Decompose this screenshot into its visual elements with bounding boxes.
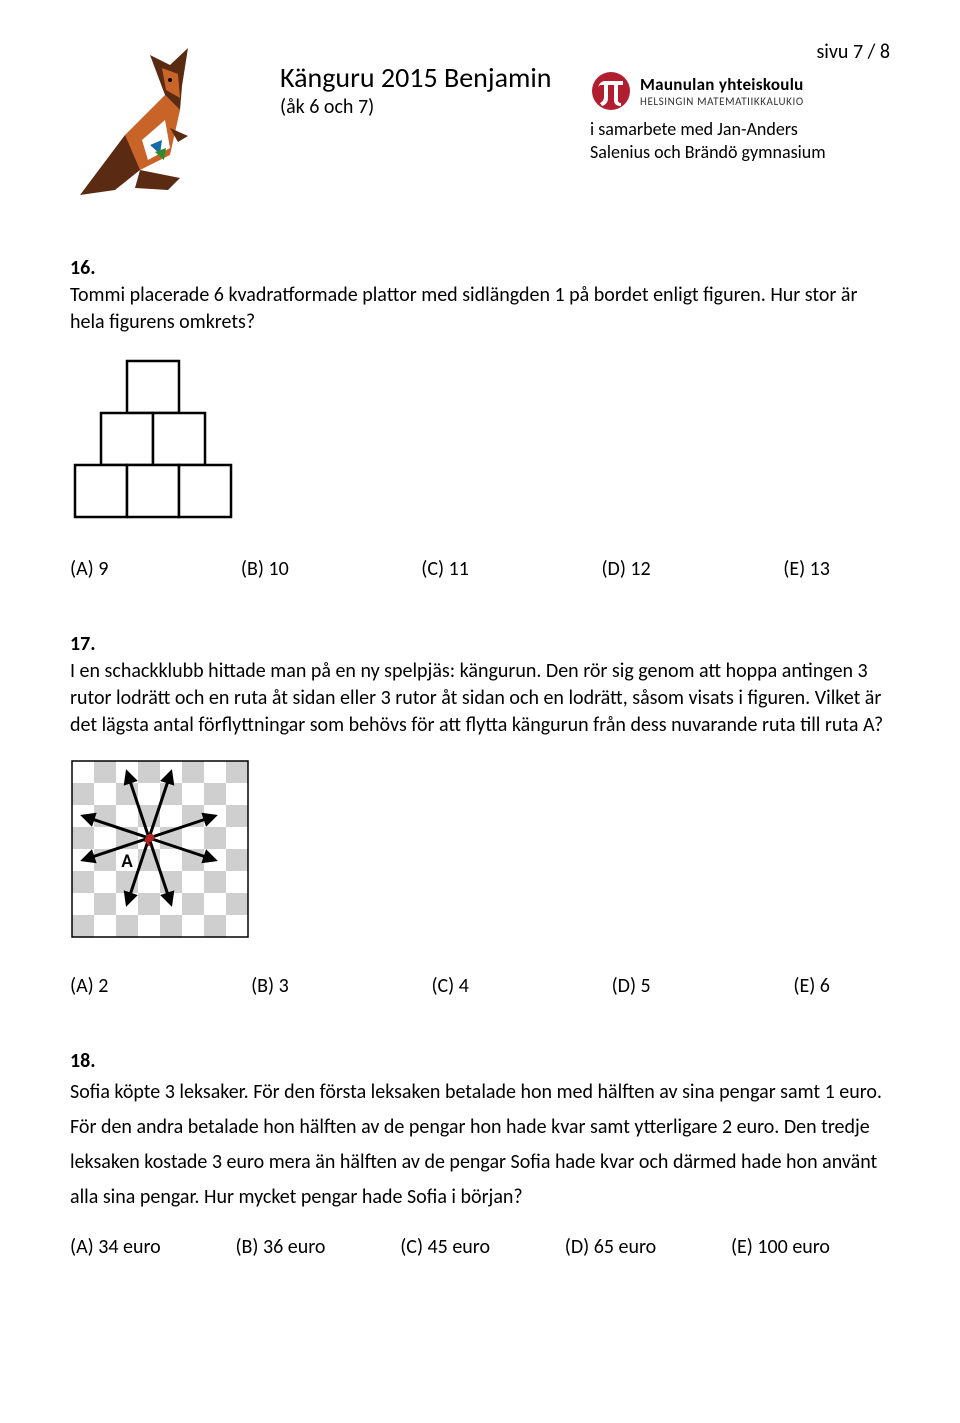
q16-opt-d: (D) 12 [601,557,650,581]
q17-num: 17. [70,631,890,658]
q17-opt-a: (A) 2 [70,974,108,998]
squares-icon [70,356,236,522]
kangaroo-icon [70,40,210,200]
q16-opt-c: (C) 11 [421,557,469,581]
q17-opt-b: (B) 3 [251,974,289,998]
q17: 17. I en schackklubb hittade man på en n… [70,631,890,739]
q16-opt-e: (E) 13 [783,557,830,581]
q16-figure [70,356,890,527]
q18-text: Sofia köpte 3 leksaker. För den första l… [70,1075,890,1215]
school-name: Maunulan yhteiskoulu [640,74,804,95]
q16-text: Tommi placerade 6 kvadratformade plattor… [70,282,890,336]
kangaroo-logo [70,40,210,205]
q18-opt-d: (D) 65 euro [565,1235,656,1259]
q18-opt-b: (B) 36 euro [235,1235,325,1259]
header: Känguru 2015 Benjamin (åk 6 och 7) sivu … [70,40,890,205]
q16: 16. Tommi placerade 6 kvadratformade pla… [70,255,890,336]
q18: 18. Sofia köpte 3 leksaker. För den förs… [70,1048,890,1215]
q18-options: (A) 34 euro (B) 36 euro (C) 45 euro (D) … [70,1235,830,1259]
page: Känguru 2015 Benjamin (åk 6 och 7) sivu … [0,0,960,1423]
title-sub: (åk 6 och 7) [280,95,590,119]
q16-opt-b: (B) 10 [241,557,289,581]
q18-num: 18. [70,1048,890,1075]
samarbete-l2: Salenius och Brändö gymnasium [590,141,890,164]
q17-text: I en schackklubb hittade man på en ny sp… [70,658,890,739]
svg-text:A: A [121,850,133,873]
page-number: sivu 7 / 8 [590,40,890,64]
q17-options: (A) 2 (B) 3 (C) 4 (D) 5 (E) 6 [70,974,830,998]
pi-icon [590,70,632,112]
q16-opt-a: (A) 9 [70,557,108,581]
q17-figure: A [70,759,890,944]
q17-opt-c: (C) 4 [431,974,468,998]
q17-opt-e: (E) 6 [793,974,830,998]
q16-num: 16. [70,255,890,282]
q18-opt-a: (A) 34 euro [70,1235,161,1259]
title-block: Känguru 2015 Benjamin (åk 6 och 7) [210,40,590,119]
samarbete-l1: i samarbete med Jan-Anders [590,118,890,141]
header-right: sivu 7 / 8 Maunulan yhteiskoulu HELSINGI… [590,40,890,163]
chessboard-icon: A [70,759,250,939]
q16-options: (A) 9 (B) 10 (C) 11 (D) 12 (E) 13 [70,557,830,581]
q17-opt-d: (D) 5 [612,974,651,998]
q18-opt-e: (E) 100 euro [731,1235,830,1259]
school-sub: HELSINGIN MATEMATIIKKALUKIO [640,95,804,108]
title-main: Känguru 2015 Benjamin [280,60,590,95]
samarbete: i samarbete med Jan-Anders Salenius och … [590,118,890,163]
school-logo: Maunulan yhteiskoulu HELSINGIN MATEMATII… [590,70,890,112]
q18-opt-c: (C) 45 euro [400,1235,490,1259]
school-text: Maunulan yhteiskoulu HELSINGIN MATEMATII… [640,74,804,108]
